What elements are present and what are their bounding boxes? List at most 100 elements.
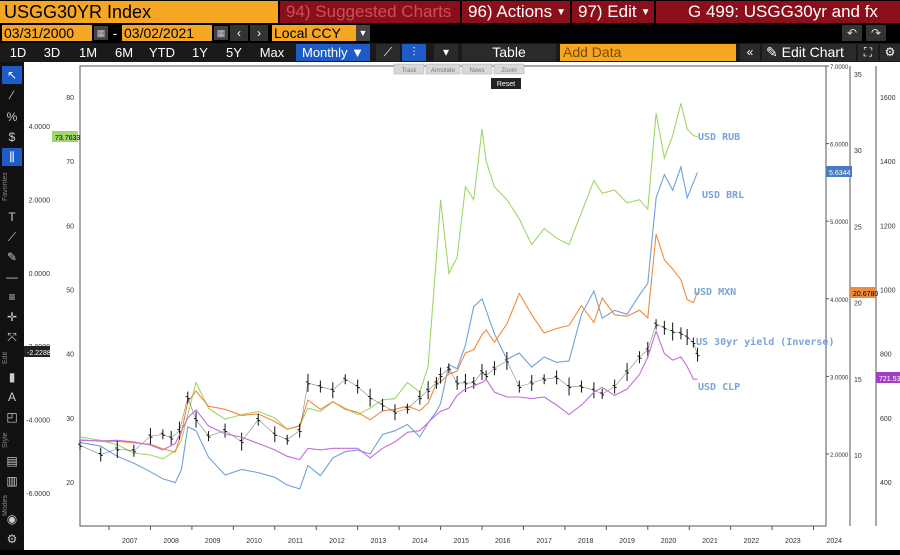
globe-icon[interactable]: ◉: [6, 512, 18, 526]
chart-button-annotate[interactable]: Annotate: [425, 63, 461, 75]
series-line-clp: [79, 329, 698, 461]
actions-menu[interactable]: 96) Actions ▼: [462, 1, 570, 23]
range-max[interactable]: Max: [259, 45, 285, 60]
range-1m[interactable]: 1M: [78, 45, 98, 60]
chart-type-chevron-icon[interactable]: ▾: [434, 44, 458, 61]
grid-tool-icon[interactable]: ▤: [6, 454, 18, 468]
x-tick-label: 2007: [122, 538, 138, 545]
x-tick-label: 2014: [412, 538, 428, 545]
clp-tick-label: 1400: [880, 159, 896, 166]
brl-value-badge-text: 5.6344: [829, 170, 851, 177]
range-1d[interactable]: 1D: [9, 45, 27, 60]
chart-button-news[interactable]: News: [461, 63, 493, 75]
value-badges: 73.7633 -2.2288 5.6344 20.6780 721.53: [24, 131, 900, 383]
chart-button-track[interactable]: Track: [393, 63, 425, 75]
currency-chevron-down-icon[interactable]: ▼: [356, 25, 370, 41]
start-calendar-icon[interactable]: ▦: [94, 26, 108, 40]
move-tool-icon[interactable]: ⤧: [7, 330, 17, 344]
range-5y[interactable]: 5Y: [226, 45, 242, 60]
yield-value-badge-text: -2.2288: [27, 350, 51, 357]
previous-arrow-icon[interactable]: ‹: [230, 25, 248, 41]
bar-chart-icon[interactable]: ⫶: [402, 44, 426, 61]
x-tick-label: 2024: [826, 538, 842, 545]
currency-field[interactable]: Local CCY: [272, 25, 356, 41]
layers-tool-icon[interactable]: ▥: [6, 474, 18, 488]
mxn-tick-label: 20: [854, 301, 862, 308]
text-tool-icon[interactable]: T: [8, 210, 16, 224]
dollar-tool-icon[interactable]: $: [8, 130, 16, 144]
next-arrow-icon[interactable]: ›: [250, 25, 268, 41]
hline-tool-icon[interactable]: —: [6, 270, 18, 284]
minimize-icon[interactable]: ⛶: [858, 44, 878, 61]
clp-value-badge-bg: [876, 372, 900, 383]
yield-tick-label: 0.0000: [29, 271, 51, 278]
x-tick-label: 2009: [205, 538, 221, 545]
range-1y[interactable]: 1Y: [192, 45, 208, 60]
chart-background: [24, 62, 900, 550]
erase-tool-icon[interactable]: ▮: [8, 370, 16, 384]
edit-menu-label: 97) Edit: [578, 2, 637, 21]
chart-button-label: Zoom: [501, 68, 516, 74]
brl-tick-label: 2.0000: [830, 453, 849, 459]
chart-area[interactable]: 4.00002.00000.0000-2.0000-4.0000-6.00008…: [24, 62, 900, 550]
edit-chart-label: Edit Chart: [781, 44, 844, 60]
percent-tool-icon[interactable]: %: [6, 110, 18, 124]
shape-tool-icon[interactable]: ◰: [6, 410, 18, 424]
brush-tool-icon[interactable]: ✎: [6, 250, 18, 264]
series-clp: [79, 329, 698, 461]
frequency-chevron-down-icon: ▼: [351, 45, 365, 60]
series-line-rub: [79, 103, 698, 460]
frequency-label: Monthly: [301, 45, 348, 60]
frequency-dropdown[interactable]: Monthly ▼: [296, 44, 370, 61]
clp-tick-label: 1600: [880, 95, 896, 102]
table-button[interactable]: Table: [462, 44, 556, 61]
edit-menu[interactable]: 97) Edit ▼: [572, 1, 654, 23]
range-6m[interactable]: 6M: [114, 45, 134, 60]
cross-tool-icon[interactable]: ✛: [6, 310, 18, 324]
x-tick-label: 2011: [288, 538, 303, 545]
edit-label: Edit: [2, 351, 9, 365]
suggested-charts-menu[interactable]: 94) Suggested Charts: [280, 1, 460, 23]
chart-button-bg: [461, 63, 493, 75]
start-date-field[interactable]: 03/31/2000: [2, 25, 92, 41]
chart-button-bg: [425, 63, 461, 75]
mxn-value-badge: 20.6780: [850, 287, 878, 298]
trend-tool-icon[interactable]: ⟋: [7, 230, 17, 244]
reset-button[interactable]: Reset: [491, 78, 521, 89]
brl-tick-label: 5.0000: [830, 220, 849, 226]
add-data-input[interactable]: Add Data: [560, 44, 736, 61]
collapse-double-left-icon[interactable]: «: [740, 44, 760, 61]
clp-value-badge-text: 721.53: [879, 376, 900, 383]
pointer-tool-icon[interactable]: ↖: [2, 66, 22, 84]
mxn-tick-label: 35: [854, 72, 862, 79]
x-tick-label: 2015: [453, 538, 469, 545]
chart-settings-gear-icon[interactable]: ⚙: [6, 532, 18, 546]
chart-button-label: Annotate: [431, 68, 456, 74]
end-date-field[interactable]: 03/02/2021: [122, 25, 212, 41]
end-calendar-icon[interactable]: ▦: [214, 26, 228, 40]
yield-tick-label: 2.0000: [29, 197, 51, 204]
chart-button-zoom[interactable]: Zoom: [493, 63, 525, 75]
left-toolbar: ↖ ⁄ % $ ⫼ Favorites T ⟋ ✎ — ≡ ✛ ⤧ Edit ▮…: [0, 62, 24, 550]
x-tick-label: 2013: [371, 538, 387, 545]
draw-line-tool-icon[interactable]: ⁄: [10, 88, 13, 102]
series-yield: [78, 319, 700, 462]
ticker-field[interactable]: USGG30YR Index: [0, 1, 278, 23]
line-chart-icon[interactable]: ⟋: [376, 44, 400, 61]
actions-chevron-down-icon: ▼: [556, 6, 567, 18]
settings-gear-icon[interactable]: ⚙: [880, 44, 900, 61]
undo-icon[interactable]: ↶: [842, 25, 862, 41]
rub-tick-label: 70: [66, 159, 74, 166]
mxn-value-badge-text: 20.6780: [853, 291, 878, 298]
legend-brl: USD BRL: [702, 190, 744, 201]
rub-tick-label: 40: [66, 352, 74, 359]
bar-tool-icon[interactable]: ⫼: [2, 148, 22, 166]
range-ytd[interactable]: YTD: [149, 45, 175, 60]
range-3d[interactable]: 3D: [43, 45, 61, 60]
mxn-tick-label: 25: [854, 224, 862, 231]
clp-tick-label: 400: [880, 480, 892, 487]
redo-icon[interactable]: ↷: [866, 25, 886, 41]
font-tool-icon[interactable]: A: [7, 390, 16, 404]
channel-tool-icon[interactable]: ≡: [8, 290, 16, 304]
edit-chart-button[interactable]: ✎ Edit Chart: [762, 44, 856, 61]
